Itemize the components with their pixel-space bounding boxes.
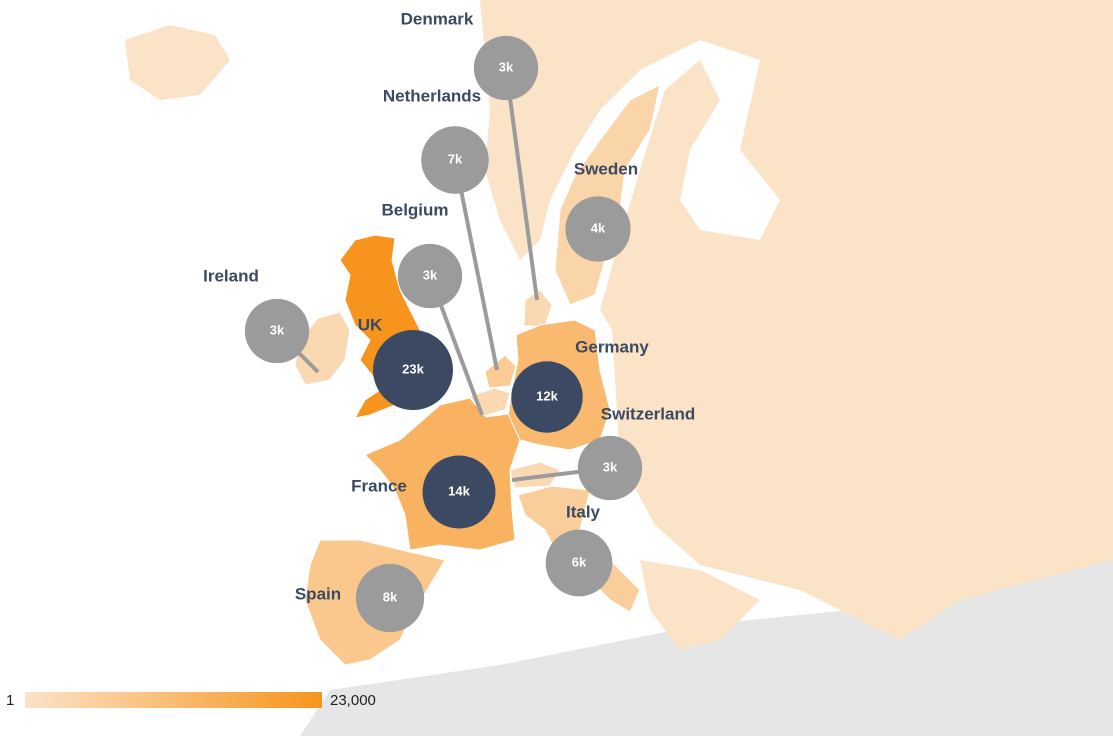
bubble-label: 3k xyxy=(603,459,618,474)
bubble-label: 6k xyxy=(572,554,587,569)
country-label: Denmark xyxy=(401,9,474,28)
country-label: Ireland xyxy=(203,266,259,285)
bubble xyxy=(511,361,583,433)
country-label: Spain xyxy=(295,584,341,603)
bubble-label: 3k xyxy=(499,59,514,74)
bubble-label: 3k xyxy=(423,267,438,282)
bubble-label: 12k xyxy=(536,388,558,403)
bubble-label: 4k xyxy=(591,220,606,235)
bubble xyxy=(473,35,539,101)
country-label: Belgium xyxy=(381,200,448,219)
country-label: Germany xyxy=(575,337,649,356)
bubble-label: 8k xyxy=(383,589,398,604)
legend-gradient xyxy=(25,692,322,708)
bubble xyxy=(421,126,489,194)
country-label: France xyxy=(351,476,407,495)
country-label: Sweden xyxy=(574,159,638,178)
country-shape xyxy=(509,461,561,489)
leader-line xyxy=(453,159,499,371)
bubble xyxy=(397,243,463,309)
bubble-label: 14k xyxy=(448,483,470,498)
bubble xyxy=(577,435,643,501)
bubble-label: 3k xyxy=(270,322,285,337)
legend-min: 1 xyxy=(6,692,14,709)
bubble-label: 7k xyxy=(448,151,463,166)
country-label: Netherlands xyxy=(383,86,481,105)
base-land xyxy=(125,0,1113,736)
bubble xyxy=(244,298,310,364)
bubble xyxy=(355,563,425,633)
country-shape xyxy=(484,354,517,389)
country-label: UK xyxy=(358,315,383,334)
country-label: Switzerland xyxy=(601,404,695,423)
bubble xyxy=(545,529,613,597)
iceland xyxy=(125,25,230,100)
balkans xyxy=(640,560,760,650)
bubble xyxy=(565,196,631,262)
country-label: Italy xyxy=(566,502,601,521)
legend-max: 23,000 xyxy=(330,692,376,709)
bubbles: Denmark 3k Netherlands 7k Sweden 4k Belgium 3k I… xyxy=(203,9,695,633)
leader-line xyxy=(504,67,539,301)
bubble-label: 23k xyxy=(402,361,424,376)
bubble xyxy=(422,455,496,529)
bubble xyxy=(373,330,453,410)
